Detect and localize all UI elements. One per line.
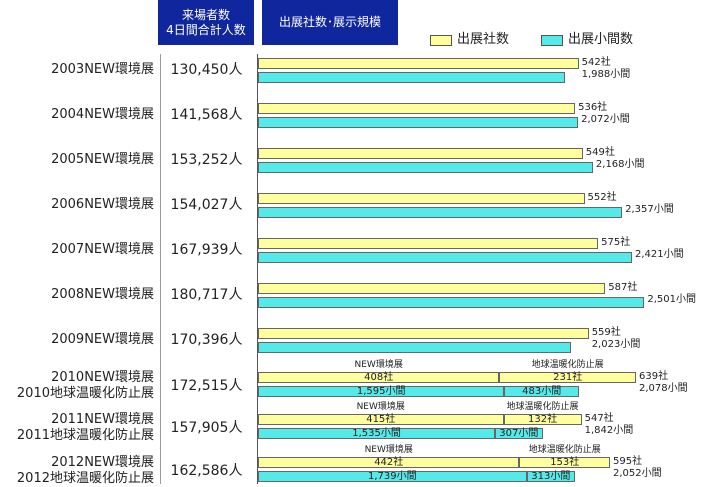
legend-booths-label: 出展小間数 [568,32,634,47]
bar-axis [257,54,258,484]
booths-total-label: 2,023小間 [591,339,641,350]
exhibitors-bar [258,103,576,114]
exhibitors-total-label: 559社 [591,327,621,338]
exhibitors-new-value: 415社 [366,414,396,425]
booths-total-label: 2,501小間 [647,294,696,305]
exhibitors-bar-global [499,372,637,383]
category-label-new: NEW環境展 [364,445,413,455]
booths-total-label: 2,168小間 [595,159,645,170]
exhibitors-bar-new [258,372,500,383]
exhibitors-total-label: 587社 [608,282,638,293]
booths-total-label: 2,421小間 [635,249,684,260]
booths-bar-new [258,428,496,439]
exhibitors-total-label: 549社 [585,147,615,158]
booths-bar [258,297,645,308]
exhibitors-global-value: 153社 [550,457,580,468]
row-label: 2008NEW環境展 [51,287,154,302]
exhibitors-bar-global [519,457,610,468]
booths-total-label: 2,072小間 [581,114,630,125]
booths-bar-global [504,386,579,397]
exhibitors-total-label: 547社 [584,413,614,424]
booths-bar-new [258,386,505,397]
exhibitors-new-value: 442社 [374,457,404,468]
exhibitors-bar [258,193,585,204]
row-label: 2006NEW環境展 [51,197,154,212]
booths-total-label: 1,842小間 [584,425,634,436]
category-label-global: 地球温暖化防止展 [531,360,604,370]
booths-global-value: 313小間 [531,471,571,482]
exhibitors-bar-global [503,414,582,425]
booths-total-label: 2,357小間 [625,204,674,215]
exhibitors-new-value: 408社 [364,372,394,383]
visitor-count: 130,450人 [170,62,243,78]
legend-booths-swatch [541,35,563,46]
exhibitors-bar [258,238,599,249]
row-label: 2009NEW環境展 [51,332,154,347]
booths-bar [258,252,632,263]
booths-new-value: 1,739小間 [368,471,417,482]
booths-bar [258,207,623,218]
row-label: 2011NEW環境展 2011地球温暖化防止展 [16,412,154,443]
legend-exhibitors-label: 出展社数 [457,32,510,47]
category-label-new: NEW環境展 [354,360,403,370]
row-label: 2012NEW環境展 2012地球温暖化防止展 [16,455,154,486]
visitor-count: 180,717人 [170,287,243,303]
booths-bar-global [495,428,543,439]
row-label: 2005NEW環境展 [51,152,154,167]
booths-total-label: 2,078小間 [639,383,688,394]
exhibitors-bar-new [258,457,520,468]
exhibitors-total-label: 575社 [601,237,631,248]
row-label: 2004NEW環境展 [51,107,154,122]
row-label: 2010NEW環境展 2010地球温暖化防止展 [16,370,154,401]
visitor-count: 167,939人 [170,242,243,258]
category-label-new: NEW環境展 [356,402,405,412]
visitors-header: 来場者数 4日間合計人数 [158,0,254,45]
booths-bar [258,342,571,353]
exhibitors-bar [258,283,606,294]
exhibitors-bar-new [258,414,504,425]
visitor-count: 153,252人 [170,152,243,168]
visitor-count: 141,568人 [170,107,243,123]
exhibitors-global-value: 231社 [553,372,583,383]
row-label: 2003NEW環境展 [51,62,154,77]
visitor-count: 154,027人 [170,197,243,213]
column-divider [160,54,161,484]
exhibitors-bar [258,58,579,69]
exhibitors-bar [258,328,589,339]
booths-new-value: 1,595小間 [356,386,406,397]
exhibitors-total-label: 542社 [581,57,611,68]
row-label: 2007NEW環境展 [51,242,154,257]
booths-global-value: 307小間 [499,428,539,439]
booths-bar [258,162,593,173]
exhibitors-total-label: 639社 [639,371,669,382]
category-label-global: 地球温暖化防止展 [528,445,601,455]
legend-exhibitors-swatch [430,35,452,46]
exhibitors-total-label: 595社 [613,456,643,467]
booths-bar [258,72,566,83]
booths-total-label: 2,052小間 [613,468,662,479]
booths-bar-new [258,471,527,482]
category-label-global: 地球温暖化防止展 [506,402,579,412]
exhibitors-total-label: 536社 [578,102,608,113]
visitor-count: 172,515人 [170,378,243,394]
booths-bar-global [526,471,575,482]
booths-new-value: 1,535小間 [352,428,401,439]
exhibitors-global-value: 132社 [527,414,558,425]
booths-global-value: 483小間 [522,386,562,397]
booths-total-label: 1,988小間 [581,69,631,80]
exhibitors-total-label: 552社 [587,192,617,203]
exhibitors-bar [258,148,583,159]
visitor-count: 170,396人 [170,332,243,348]
scale-header: 出展社数･展示規模 [262,0,398,45]
booths-bar [258,117,579,128]
visitor-count: 162,586人 [170,463,243,479]
visitor-count: 157,905人 [170,420,243,436]
